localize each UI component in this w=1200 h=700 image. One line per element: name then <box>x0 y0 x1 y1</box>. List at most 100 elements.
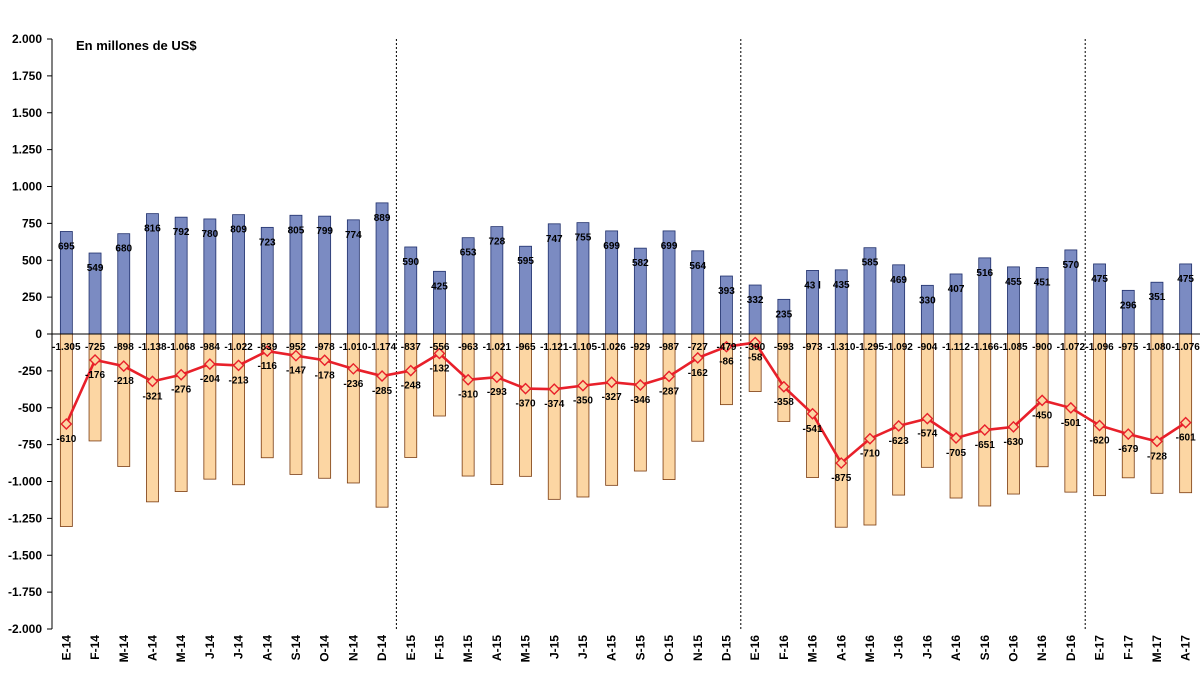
balance-value-label: -248 <box>401 381 421 392</box>
export-value-label: 451 <box>1034 277 1051 288</box>
import-value-label: -837 <box>401 342 421 353</box>
x-tick-label: D-15 <box>719 635 733 661</box>
x-tick-label: S-15 <box>633 635 647 661</box>
import-value-label: -593 <box>774 342 794 353</box>
x-tick-label: A-16 <box>949 635 963 661</box>
y-tick-label: -2.000 <box>8 622 42 636</box>
import-value-label: -1.072 <box>1057 342 1086 353</box>
balance-marker <box>433 347 446 360</box>
balance-value-label: -176 <box>85 370 105 381</box>
balance-marker <box>462 373 475 386</box>
export-bar <box>1150 281 1164 335</box>
export-value-label: 889 <box>374 213 391 224</box>
import-bar <box>834 333 848 528</box>
export-value-label: 425 <box>431 281 448 292</box>
import-value-label: -1.022 <box>224 342 253 353</box>
x-tick-label: J-15 <box>576 635 590 659</box>
balance-marker <box>863 432 876 445</box>
x-tick-label: N-15 <box>691 635 705 661</box>
export-value-label: 296 <box>1120 300 1137 311</box>
import-value-label: -1.310 <box>827 342 856 353</box>
export-value-label: 407 <box>948 284 965 295</box>
balance-marker <box>835 457 848 470</box>
import-bar <box>978 333 992 507</box>
balance-value-label: -450 <box>1032 410 1052 421</box>
y-tick-label: -1.500 <box>8 548 42 562</box>
export-value-label: 475 <box>1091 274 1108 285</box>
export-value-label: 653 <box>460 248 477 259</box>
export-bar <box>1121 289 1135 335</box>
balance-value-label: -116 <box>258 361 278 372</box>
x-tick-label: A-16 <box>834 635 848 661</box>
import-value-label: -978 <box>315 342 335 353</box>
balance-value-label: -541 <box>803 424 823 435</box>
export-value-label: 723 <box>259 237 276 248</box>
import-bar <box>547 333 561 500</box>
balance-marker <box>576 379 589 392</box>
balance-marker <box>921 412 934 425</box>
export-value-label: 516 <box>976 268 993 279</box>
export-bar <box>720 275 733 335</box>
export-value-label: 435 <box>833 280 850 291</box>
balance-marker <box>950 431 963 444</box>
balance-value-label: -651 <box>975 440 995 451</box>
data-labels-layer: 695 549 680 816 792 780 809 723 805 799 774 889 590 4… <box>52 213 1200 484</box>
import-value-label: -1.092 <box>884 342 913 353</box>
x-tick-label: F-16 <box>777 635 791 660</box>
export-value-label: 393 <box>718 286 735 297</box>
balance-value-label: -321 <box>142 391 162 402</box>
import-value-label: -1.010 <box>339 342 368 353</box>
import-value-label: -556 <box>429 342 449 353</box>
x-tick-label: F-17 <box>1121 635 1135 660</box>
y-tick-label: 250 <box>22 290 42 304</box>
x-tick-label: O-14 <box>318 635 332 662</box>
import-bar <box>375 333 389 508</box>
import-value-label: -904 <box>917 342 937 353</box>
import-bar <box>806 333 819 478</box>
balance-marker <box>490 371 503 384</box>
export-value-label: 590 <box>402 257 419 268</box>
export-value-label: 799 <box>316 226 333 237</box>
import-value-label: -727 <box>688 342 708 353</box>
balance-value-label: -293 <box>487 387 507 398</box>
import-value-label: -1.021 <box>483 342 512 353</box>
import-bar <box>1093 333 1106 497</box>
import-value-label: -984 <box>200 342 220 353</box>
export-value-label: 747 <box>546 234 563 245</box>
balance-value-label: -574 <box>917 429 937 440</box>
export-value-label: 805 <box>288 225 305 236</box>
import-bar <box>346 333 360 484</box>
import-bar <box>605 333 619 486</box>
import-value-label: -1.295 <box>856 342 885 353</box>
balance-marker <box>318 354 331 367</box>
axes-layer: 2.0001.7501.5001.2501.0007505002500-250-… <box>8 32 1200 662</box>
balance-marker <box>663 370 676 383</box>
x-tick-label: M-15 <box>519 635 533 663</box>
x-tick-label: M-14 <box>174 635 188 663</box>
balance-marker <box>605 376 618 389</box>
import-value-label: -1.080 <box>1143 342 1172 353</box>
import-value-label: -973 <box>803 342 823 353</box>
import-bar <box>892 333 906 496</box>
x-tick-label: J-14 <box>232 635 246 659</box>
x-tick-label: D-16 <box>1064 635 1078 661</box>
y-tick-label: 2.000 <box>12 32 42 46</box>
import-bar <box>920 333 934 468</box>
export-value-label: 780 <box>202 229 219 240</box>
export-value-label: 330 <box>919 295 936 306</box>
export-value-label: 680 <box>115 244 132 255</box>
export-value-label: 728 <box>489 237 506 248</box>
x-tick-label: M-16 <box>863 635 877 663</box>
import-bar <box>576 333 590 498</box>
import-value-label: -1.112 <box>942 342 970 353</box>
import-bar <box>1007 333 1020 495</box>
balance-value-label: -710 <box>860 449 880 460</box>
import-bar <box>117 333 131 467</box>
export-value-label: 549 <box>87 263 104 274</box>
export-value-label: 235 <box>776 309 793 320</box>
y-tick-label: 1.250 <box>12 143 42 157</box>
balance-value-label: -601 <box>1176 433 1196 444</box>
export-value-label: 43 l <box>804 280 821 291</box>
x-tick-label: J-14 <box>203 635 217 659</box>
